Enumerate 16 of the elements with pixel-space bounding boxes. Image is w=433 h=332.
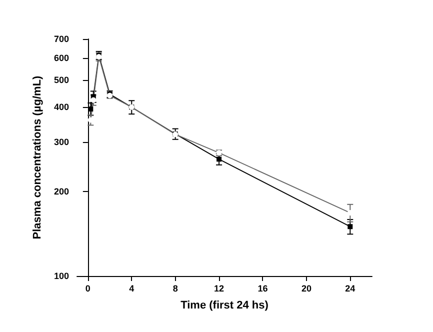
y-tick-label: 400: [54, 102, 69, 112]
y-tick-label: 100: [54, 271, 69, 281]
y-axis-title: Plasma concentrations (µg/mL): [32, 75, 44, 240]
y-tick-label: 200: [54, 186, 69, 197]
x-tick-label: 4: [129, 284, 134, 294]
x-axis-title: Time (first 24 hs): [180, 300, 269, 312]
x-tick-label: 20: [301, 284, 312, 294]
x-tick-label: 16: [258, 284, 268, 294]
x-tick-label: 24: [345, 284, 356, 294]
y-tick-label: 300: [54, 137, 69, 148]
x-tick-label: 0: [85, 284, 90, 294]
y-tick-label: 500: [54, 74, 69, 85]
x-tick-label: 8: [172, 284, 178, 294]
x-tick-label: 12: [214, 284, 224, 294]
y-tick-label: 600: [54, 52, 69, 63]
y-tick-label: 700: [54, 34, 69, 44]
